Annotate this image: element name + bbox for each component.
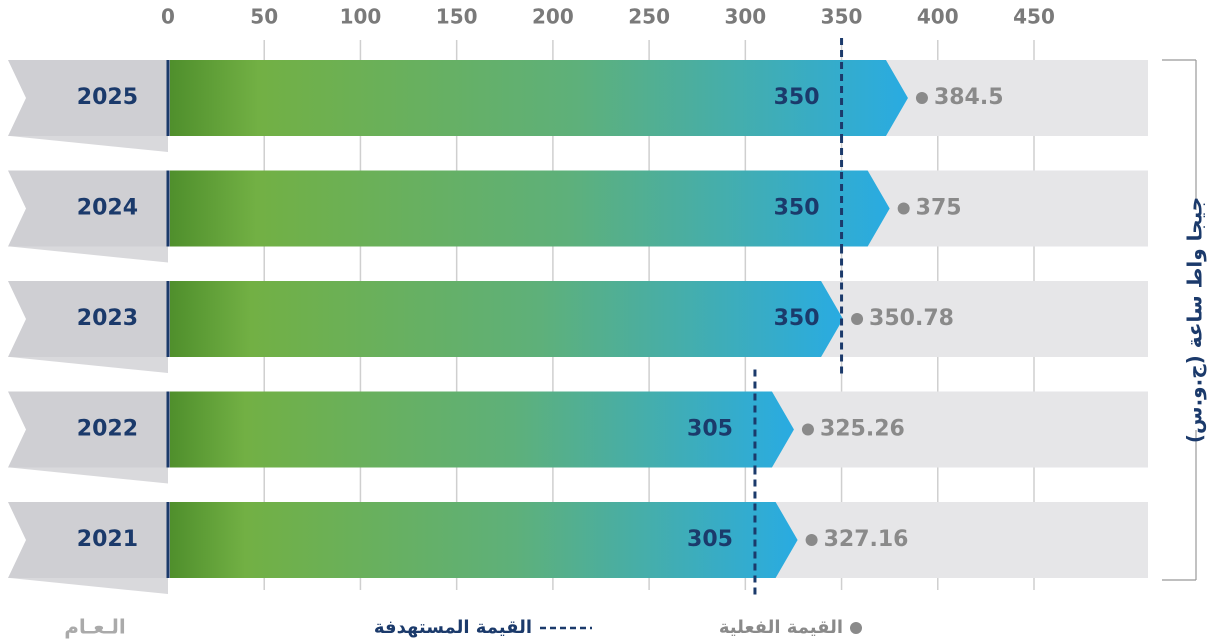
actual-label: 327.16 bbox=[824, 527, 909, 552]
x-tick-label: 50 bbox=[250, 5, 278, 29]
bar bbox=[170, 502, 798, 578]
target-label: 305 bbox=[687, 527, 733, 552]
year-ribbon bbox=[8, 60, 168, 136]
actual-label: 375 bbox=[916, 196, 962, 221]
bar bbox=[170, 60, 908, 136]
legend-label: القيمة الفعلية bbox=[719, 617, 843, 638]
x-tick-label: 350 bbox=[821, 5, 863, 29]
actual-dot bbox=[915, 92, 928, 104]
y-tick-label: 2025 bbox=[77, 85, 138, 110]
row-shadow bbox=[10, 357, 168, 373]
y-tick-label: 2023 bbox=[77, 306, 138, 331]
target-label: 305 bbox=[687, 417, 733, 442]
x-tick-label: 150 bbox=[436, 5, 478, 29]
x-axis-label: جيجا واط ساعة (ج.و.س) bbox=[1183, 197, 1207, 443]
year-ribbon bbox=[8, 170, 168, 247]
y-axis-label: الـعـام bbox=[64, 615, 126, 639]
actual-label: 325.26 bbox=[820, 417, 905, 442]
rows: 2025 350 384.5 2024 350 375 2023 350 350.78 2022 3… bbox=[8, 38, 1148, 596]
bar bbox=[170, 391, 794, 468]
actual-label: 350.78 bbox=[869, 306, 954, 331]
year-ribbon bbox=[8, 281, 168, 357]
bar bbox=[170, 170, 890, 247]
legend-label: القيمة المستهدفة bbox=[374, 617, 532, 638]
legend-dot bbox=[850, 622, 862, 634]
target-label: 350 bbox=[774, 85, 820, 110]
y-tick-label: 2021 bbox=[77, 527, 138, 552]
x-tick-label: 100 bbox=[340, 5, 382, 29]
y-tick-label: 2022 bbox=[77, 417, 138, 442]
x-tick-label: 300 bbox=[724, 5, 766, 29]
x-tick-label: 200 bbox=[532, 5, 574, 29]
actual-dot bbox=[897, 202, 910, 215]
row-shadow bbox=[10, 246, 168, 263]
row-shadow bbox=[10, 136, 168, 152]
actual-label: 384.5 bbox=[934, 85, 1004, 110]
year-ribbon bbox=[8, 502, 168, 578]
x-tick-label: 450 bbox=[1013, 5, 1055, 29]
axis-bracket bbox=[1162, 59, 1197, 581]
year-ribbon bbox=[8, 391, 168, 468]
target-label: 350 bbox=[774, 196, 820, 221]
actual-dot bbox=[805, 534, 818, 546]
row-shadow bbox=[10, 467, 168, 484]
x-tick-label: 400 bbox=[917, 5, 959, 29]
bar bbox=[170, 281, 844, 357]
actual-dot bbox=[851, 313, 864, 325]
y-tick-label: 2024 bbox=[77, 196, 138, 221]
x-tick-label: 0 bbox=[161, 5, 175, 29]
actual-dot bbox=[801, 423, 814, 436]
row-shadow bbox=[10, 578, 168, 594]
x-tick-label: 250 bbox=[628, 5, 670, 29]
target-label: 350 bbox=[774, 306, 820, 331]
